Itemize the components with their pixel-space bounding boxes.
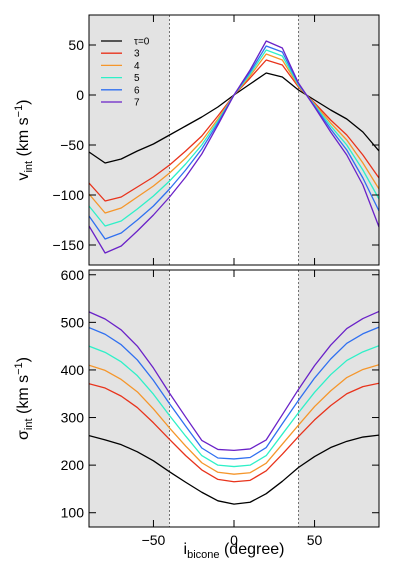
- sigma-ylabel-superscript: −1: [13, 362, 25, 375]
- sigma-ytick-label: 500: [61, 314, 85, 330]
- shaded-region-right: [298, 270, 379, 527]
- legend-label-4: 6: [134, 85, 140, 96]
- vint-series-group: [89, 40, 379, 254]
- dispersion-panel: 600 500 400 300 200 100 −50 0 50 σint (km s−1) ibi…: [13, 267, 380, 561]
- vint-ylabel-main: v: [15, 173, 32, 181]
- vint-ytick-label: −100: [52, 187, 84, 203]
- sigma-series-line-4: [89, 326, 379, 460]
- legend-label-1: 3: [134, 49, 140, 60]
- legend-label-0: τ=0: [134, 37, 150, 48]
- vint-ytick-label: −150: [52, 237, 84, 253]
- vint-ytick-label: −50: [60, 137, 84, 153]
- legend-label-2: 4: [134, 61, 140, 72]
- sigma-series-line-1: [89, 382, 379, 483]
- sigma-ytick-label: 600: [61, 267, 85, 283]
- legend-label-5: 7: [134, 98, 140, 109]
- sigma-xtick-label: −50: [142, 532, 166, 548]
- vint-ylabel-unit: (km s: [15, 117, 32, 161]
- xlabel-unit: (degree): [220, 541, 285, 558]
- sigma-series-line-5: [89, 310, 379, 452]
- legend-label-3: 5: [134, 73, 140, 84]
- sigma-xtick-label: 50: [307, 532, 323, 548]
- vint-ylabel-close: ): [15, 99, 32, 104]
- shaded-region-left: [89, 15, 170, 265]
- vint-ytick-label: 0: [76, 87, 84, 103]
- sigma-ylabel-main: σ: [15, 430, 32, 440]
- sigma-ylabel: σint (km s−1): [13, 357, 35, 440]
- sigma-xtick-label: 0: [230, 532, 238, 548]
- sigma-series-line-2: [89, 364, 379, 475]
- vint-series-line-5: [89, 40, 379, 254]
- xlabel-subscript: bicone: [187, 549, 219, 561]
- sigma-series-group: [89, 310, 379, 505]
- sigma-ytick-label: 200: [61, 457, 85, 473]
- xlabel: ibicone (degree): [184, 541, 285, 561]
- sigma-ytick-label: 100: [61, 505, 85, 521]
- sigma-series-line-3: [89, 345, 379, 468]
- vint-ylabel: vint (km s−1): [13, 99, 35, 180]
- sigma-series-line-0: [89, 434, 379, 505]
- sigma-ytick-label: 400: [61, 362, 85, 378]
- sigma-ytick-label: 300: [61, 410, 85, 426]
- sigma-ylabel-unit: (km s: [15, 375, 32, 419]
- vint-ytick-label: 50: [68, 37, 84, 53]
- vint-ylabel-superscript: −1: [13, 105, 25, 118]
- sigma-ylabel-close: ): [15, 357, 32, 362]
- vint-ylabel-subscript: int: [23, 161, 35, 173]
- sigma-ylabel-subscript: int: [23, 418, 35, 430]
- xlabel-main: i: [184, 541, 188, 558]
